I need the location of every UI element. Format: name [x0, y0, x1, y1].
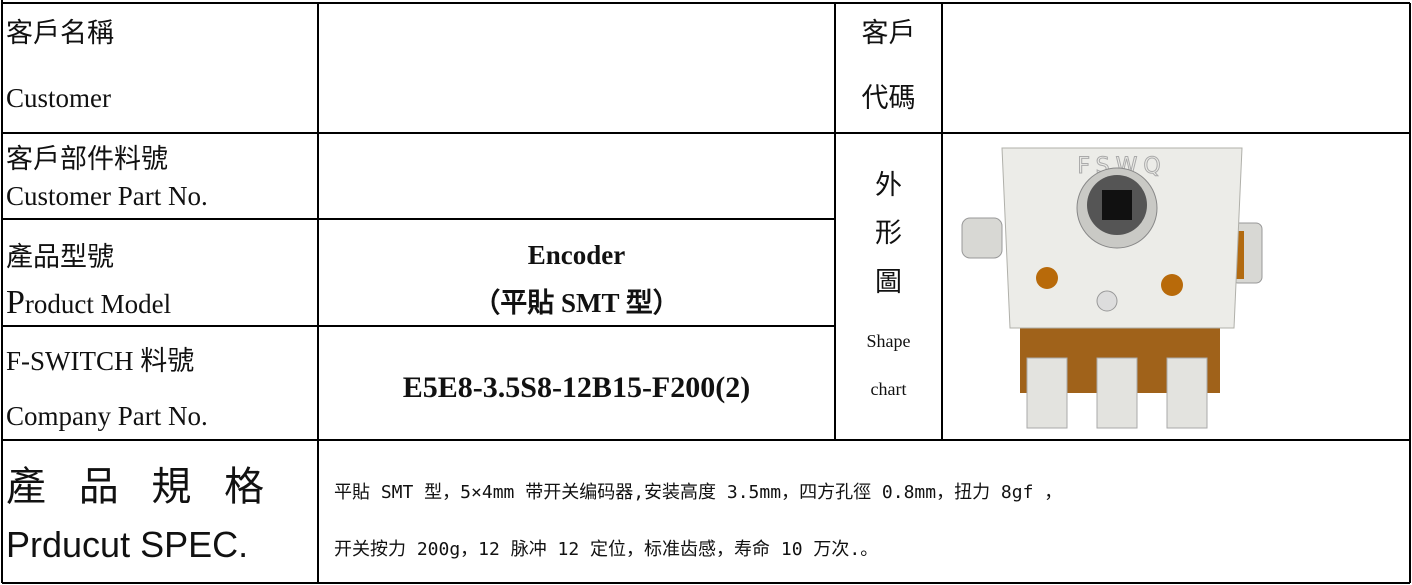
label-en: Company Part No.	[6, 401, 208, 431]
spec-zh: 產 品 規 格	[6, 464, 275, 510]
label-zh: 客戶名稱	[6, 18, 114, 48]
hole	[1096, 290, 1118, 312]
pin	[1166, 357, 1208, 429]
part-value: E5E8-3.5S8-12B15-F200(2)	[402, 371, 751, 404]
model-value: Encoder	[527, 240, 626, 270]
pad	[1036, 267, 1058, 289]
shape-zh: 圖	[875, 267, 902, 297]
spec-en: Prducut SPEC.	[6, 524, 249, 565]
shape-en: chart	[870, 379, 907, 399]
model-value: （平貼 SMT 型）	[473, 288, 680, 318]
label-en: Product Model	[6, 284, 172, 321]
label-zh: 產品型號	[6, 242, 114, 272]
pin	[1096, 357, 1138, 429]
shape-zh: 形	[875, 218, 902, 248]
label-zh: 客戶部件料號	[6, 144, 168, 174]
label-en: Customer Part No.	[6, 181, 208, 211]
pad	[1161, 274, 1183, 296]
label-en: Customer	[6, 83, 111, 113]
shaft-hole	[1102, 190, 1132, 220]
code-label: 客戶	[861, 18, 916, 48]
spec-line: 开关按力 200g，12 脉冲 12 定位，标准齿感，寿命 10 万次.。	[334, 539, 879, 560]
code-label: 代碼	[861, 83, 916, 113]
shape-en: Shape	[866, 331, 911, 351]
shape-zh: 外	[875, 170, 902, 200]
spec-line: 平貼 SMT 型，5×4mm 带开关编码器,安装高度 3.5mm，四方孔徑 0.…	[334, 482, 1063, 503]
side-tab	[961, 217, 1003, 259]
label-zh: F-SWITCH 料號	[6, 346, 195, 376]
encoder-drawing: FSWQ	[961, 147, 1263, 429]
pin	[1026, 357, 1068, 429]
